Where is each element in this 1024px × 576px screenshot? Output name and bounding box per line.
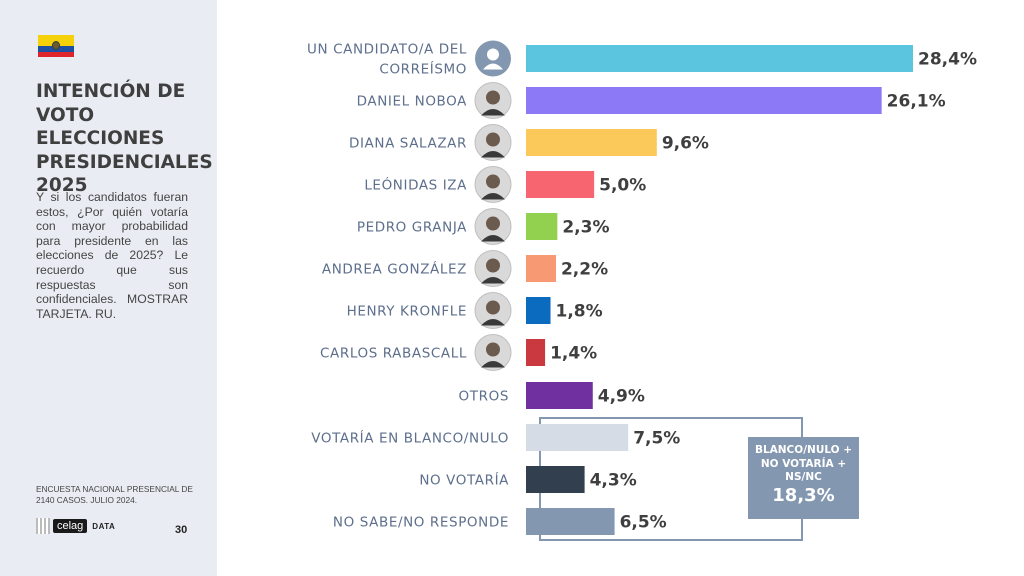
value-label-7: 1,4%	[550, 344, 597, 364]
candidate-photo-icon	[474, 82, 512, 119]
value-label-4: 2,3%	[562, 218, 609, 238]
category-label-6: HENRY KRONFLE	[347, 304, 467, 320]
category-label-9: VOTARÍA EN BLANCO/NULO	[311, 430, 509, 447]
bar-8	[526, 382, 593, 409]
bar-4	[526, 213, 558, 240]
ecuador-flag-icon	[38, 35, 74, 57]
candidate-photo-icon	[474, 292, 512, 329]
category-label-10: NO VOTARÍA	[419, 472, 509, 489]
summary-box: BLANCO/NULO + NO VOTARÍA + NS/NC 18,3%	[748, 437, 859, 519]
value-label-8: 4,9%	[598, 387, 645, 407]
bar-1	[526, 87, 882, 114]
category-label-8: OTROS	[459, 389, 509, 405]
survey-question: Y si los candidatos fueran estos, ¿Por q…	[36, 190, 188, 321]
value-label-6: 1,8%	[556, 302, 603, 322]
category-label-5: ANDREA GONZÁLEZ	[322, 261, 467, 278]
bar-7	[526, 339, 546, 366]
page-title: INTENCIÓN DE VOTO ELECCIONES PRESIDENCIA…	[36, 81, 213, 196]
person-placeholder-icon	[475, 40, 511, 77]
candidate-photo-icon	[474, 334, 512, 371]
sidebar: INTENCIÓN DE VOTO ELECCIONES PRESIDENCIA…	[0, 0, 217, 576]
value-label-11: 6,5%	[620, 513, 667, 533]
category-label-2: DIANA SALAZAR	[349, 136, 467, 152]
value-label-9: 7,5%	[633, 429, 680, 449]
summary-value: 18,3%	[772, 484, 835, 506]
category-label-0-0: UN CANDIDATO/A DEL	[307, 42, 467, 58]
category-label-4: PEDRO GRANJA	[357, 220, 467, 236]
category-label-0-1: CORREÍSMO	[379, 61, 467, 78]
category-label-3: LEÓNIDAS IZA	[364, 176, 467, 194]
value-label-3: 5,0%	[599, 176, 646, 196]
bar-9	[526, 424, 629, 451]
summary-label: BLANCO/NULO + NO VOTARÍA + NS/NC	[754, 444, 853, 483]
value-label-0: 28,4%	[918, 50, 977, 70]
source-note: ENCUESTA NACIONAL PRESENCIAL DE 2140 CAS…	[36, 484, 193, 505]
logo-word: celag	[53, 519, 88, 533]
bar-3	[526, 171, 595, 198]
bar-0	[526, 45, 913, 72]
bar-2	[526, 129, 657, 156]
bar-10	[526, 466, 585, 493]
page-number: 30	[175, 524, 188, 536]
category-label-11: NO SABE/NO RESPONDE	[333, 515, 509, 531]
celag-logo: celag DATA	[36, 517, 115, 535]
value-label-2: 9,6%	[662, 134, 709, 154]
value-label-1: 26,1%	[887, 92, 946, 112]
bar-6	[526, 297, 551, 324]
bar-5	[526, 255, 556, 282]
candidate-photo-icon	[474, 250, 512, 287]
value-label-5: 2,2%	[561, 260, 608, 280]
candidate-photo-icon	[474, 208, 512, 245]
value-label-10: 4,3%	[590, 471, 637, 491]
candidate-photo-icon	[474, 166, 512, 203]
category-label-7: CARLOS RABASCALL	[320, 346, 467, 362]
category-label-1: DANIEL NOBOA	[357, 94, 468, 110]
bar-11	[526, 508, 615, 535]
logo-mark-icon	[36, 518, 50, 534]
logo-suffix: DATA	[92, 521, 116, 531]
candidate-photo-icon	[474, 124, 512, 161]
